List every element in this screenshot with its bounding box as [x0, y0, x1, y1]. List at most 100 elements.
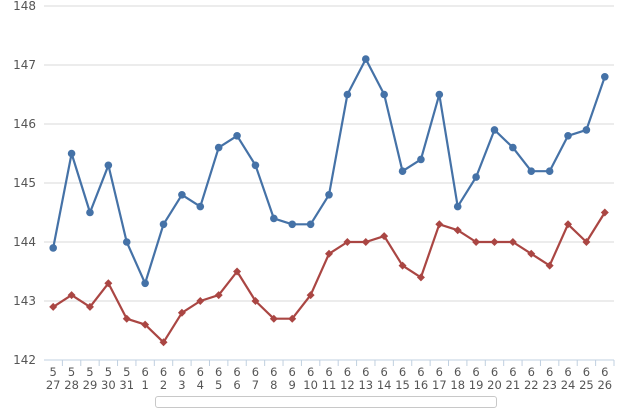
series-1-line	[52, 57, 606, 285]
series-1-point	[564, 132, 572, 140]
x-tick-label-month: 6	[380, 365, 387, 379]
x-tick-label-month: 6	[528, 365, 535, 379]
series-2-point	[122, 314, 131, 323]
series-2-point	[582, 238, 591, 246]
x-tick-label-month: 5	[105, 365, 112, 379]
x-tick-label-day: 30	[101, 378, 116, 392]
series-1-point	[398, 167, 407, 175]
x-tick-label-month: 6	[197, 365, 204, 379]
series-1-point	[325, 191, 333, 199]
series-group	[49, 55, 609, 347]
x-tick-label-month: 6	[307, 365, 314, 379]
x-tick-label-day: 22	[524, 378, 539, 392]
x-tick-label-day: 29	[83, 378, 98, 392]
series-2-point	[49, 302, 58, 311]
series-1-point	[86, 208, 94, 217]
series-1-point	[122, 238, 131, 246]
series-1-point	[104, 161, 113, 170]
series-1-point	[490, 126, 499, 134]
y-tick-label: 146	[13, 117, 36, 131]
x-tick-label-day: 11	[322, 378, 337, 392]
grid-lines	[44, 5, 614, 361]
x-tick-label-month: 6	[160, 365, 167, 379]
series-2-point	[343, 238, 352, 246]
x-tick-label-month: 6	[252, 365, 259, 379]
series-2-point	[67, 291, 76, 300]
series-1-point	[472, 173, 480, 181]
series-1-point	[67, 149, 76, 158]
x-tick-label-month: 6	[491, 365, 498, 379]
x-tick-label-day: 14	[377, 378, 392, 392]
y-tick-label: 143	[13, 294, 36, 308]
x-tick-label-month: 6	[289, 365, 296, 379]
series-2-point	[453, 226, 462, 235]
x-tick-label-month: 6	[417, 365, 424, 379]
series-1-point	[288, 220, 297, 229]
series-1-point	[601, 73, 609, 81]
y-axis: 142 143 144 145 146 147 148	[13, 0, 36, 367]
y-tick-label: 148	[13, 0, 36, 13]
series-2-point	[380, 232, 389, 241]
series-1-point	[509, 143, 517, 152]
x-tick-label-day: 31	[119, 378, 134, 392]
x-tick-label-month: 5	[50, 365, 57, 379]
y-tick-label: 145	[13, 176, 36, 190]
x-tick-label-month: 6	[233, 365, 240, 379]
x-tick-label-month: 6	[564, 365, 571, 379]
x-tick-label-month: 6	[583, 365, 590, 379]
series-2-point	[600, 208, 609, 217]
x-tick-label-day: 28	[64, 378, 79, 392]
x-tick-label-day: 2	[160, 378, 167, 392]
series-2-point	[545, 261, 554, 270]
series-2-line	[52, 211, 606, 344]
series-1-point	[453, 202, 462, 211]
x-tick-label-month: 6	[270, 365, 277, 379]
series-2-point	[490, 238, 499, 246]
series-2-point	[269, 314, 278, 323]
series-2-point	[416, 273, 425, 282]
x-tick-label-month: 6	[546, 365, 553, 379]
x-tick-label-month: 6	[325, 365, 332, 379]
series-2-point	[398, 261, 407, 270]
series-2-point	[159, 338, 168, 347]
series-1-point	[343, 90, 352, 99]
series-1-point	[435, 90, 444, 99]
x-tick-label-month: 6	[509, 365, 516, 379]
series-2-point	[177, 308, 186, 317]
x-tick-label-month: 6	[601, 365, 608, 379]
series-2-point	[288, 314, 297, 323]
series-2-point	[85, 302, 94, 311]
legend-box	[155, 396, 497, 408]
series-1-point	[527, 167, 536, 175]
y-tick-label: 142	[13, 353, 36, 367]
x-tick-label-month: 6	[436, 365, 443, 379]
series-1-point	[141, 279, 149, 288]
series-1-point	[196, 202, 205, 211]
x-tick-label-day: 1	[141, 378, 148, 392]
x-tick-label-day: 6	[233, 378, 240, 392]
series-1-point	[159, 220, 168, 229]
x-tick-label-month: 6	[454, 365, 461, 379]
series-2-point	[196, 297, 205, 305]
series-2-point	[508, 238, 517, 246]
series-2-point	[564, 220, 573, 229]
series-1-point	[233, 132, 241, 140]
x-tick-label-day: 9	[289, 378, 296, 392]
x-tick-label-day: 27	[46, 378, 61, 392]
y-tick-label: 147	[13, 58, 36, 72]
x-tick-label-day: 23	[542, 378, 557, 392]
x-tick-label-day: 24	[561, 378, 576, 392]
x-tick-label-day: 20	[487, 378, 502, 392]
x-tick-label-day: 3	[178, 378, 185, 392]
series-1-point	[251, 161, 260, 170]
series-1-point	[49, 244, 57, 252]
series-1-point	[380, 90, 388, 99]
x-tick-label-day: 10	[303, 378, 318, 392]
series-1-point	[361, 55, 370, 63]
x-tick-label-day: 17	[432, 378, 447, 392]
series-2-point	[251, 297, 260, 305]
x-tick-label-day: 12	[340, 378, 355, 392]
x-tick-label-day: 25	[579, 378, 594, 392]
x-tick-label-month: 6	[215, 365, 222, 379]
